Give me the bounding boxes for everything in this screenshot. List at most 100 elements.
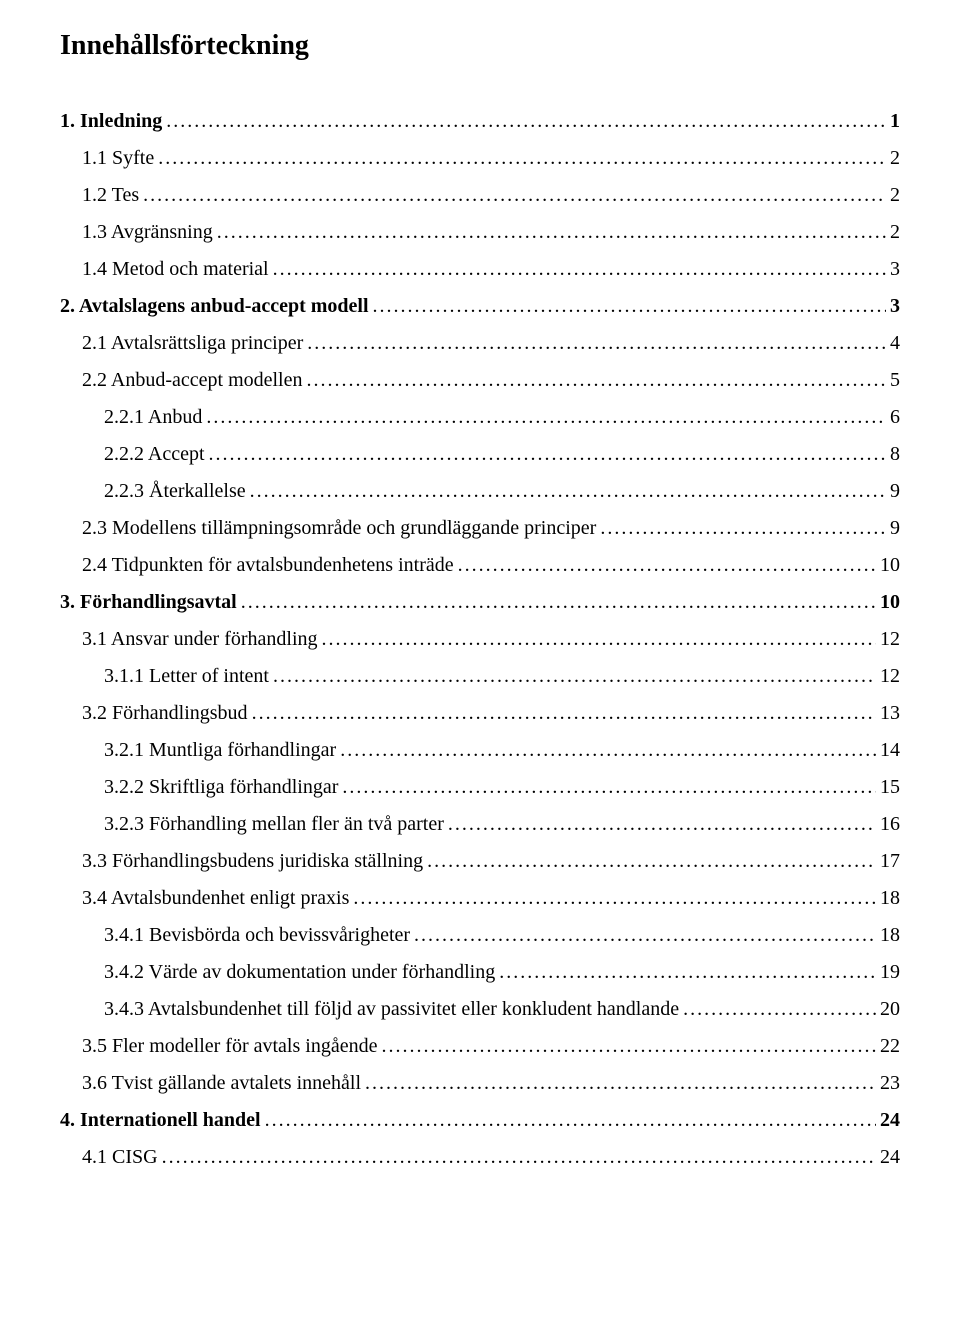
toc-entry-page: 9 [890,480,900,503]
toc-entry: 3.2.1 Muntliga förhandlingar14 [104,739,900,762]
toc-entry-page: 6 [890,406,900,429]
toc-entry-page: 10 [880,554,900,577]
toc-entry-label: 3.4.1 Bevisbörda och bevissvårigheter [104,924,410,947]
toc-entry: 2.4 Tidpunkten för avtalsbundenhetens in… [82,554,900,577]
toc-entry: 2.2.2 Accept 8 [104,443,900,466]
toc-leader-dots [273,665,876,688]
toc-entry: 2.1 Avtalsrättsliga principer4 [82,332,900,355]
toc-entry: 4.1 CISG24 [82,1146,900,1169]
toc-entry-label: 2.2.3 Återkallelse [104,480,246,503]
toc-entry: 3.6 Tvist gällande avtalets innehåll23 [82,1072,900,1095]
toc-entry-page: 22 [880,1035,900,1058]
toc-leader-dots [427,850,876,873]
toc-entry-page: 15 [880,776,900,799]
toc-entry-label: 2.3 Modellens tillämpningsområde och gru… [82,517,596,540]
toc-leader-dots [322,628,876,651]
toc-entry-label: 3.2.1 Muntliga förhandlingar [104,739,336,762]
toc-entry-label: 2.1 Avtalsrättsliga principer [82,332,303,355]
toc-entry-page: 18 [880,924,900,947]
toc-entry-page: 13 [880,702,900,725]
toc-entry-label: 3.4.3 Avtalsbundenhet till följd av pass… [104,998,679,1021]
toc-entry-label: 1.2 Tes [82,184,139,207]
toc-entry: 3.4 Avtalsbundenhet enligt praxis18 [82,887,900,910]
toc-entry: 3.2.2 Skriftliga förhandlingar 15 [104,776,900,799]
toc-entry-label: 3.1 Ansvar under förhandling [82,628,318,651]
toc-entry-label: 2. Avtalslagens anbud-accept modell [60,295,369,318]
toc-leader-dots [381,1035,876,1058]
toc-entry: 1.2 Tes 2 [82,184,900,207]
toc-leader-dots [143,184,886,207]
toc-entry: 3.4.3 Avtalsbundenhet till följd av pass… [104,998,900,1021]
toc-entry-page: 18 [880,887,900,910]
toc-entry-page: 2 [890,221,900,244]
toc-entry: 3.4.1 Bevisbörda och bevissvårigheter 18 [104,924,900,947]
toc-entry-page: 8 [890,443,900,466]
toc-leader-dots [162,1146,876,1169]
toc-entry-label: 1.1 Syfte [82,147,154,170]
toc-entry: 1. Inledning1 [60,110,900,133]
toc-entry-page: 2 [890,147,900,170]
toc-leader-dots [250,480,886,503]
toc-entry: 2. Avtalslagens anbud-accept modell 3 [60,295,900,318]
toc-entry-label: 2.2.2 Accept [104,443,205,466]
toc-leader-dots [265,1109,876,1132]
toc-entry-label: 3. Förhandlingsavtal [60,591,237,614]
toc-leader-dots [414,924,876,947]
toc-entry: 1.1 Syfte 2 [82,147,900,170]
table-of-contents: 1. Inledning11.1 Syfte21.2 Tes21.3 Avgrä… [60,110,900,1169]
toc-entry: 4. Internationell handel24 [60,1109,900,1132]
toc-entry: 3.2.3 Förhandling mellan fler än två par… [104,813,900,836]
toc-entry: 1.3 Avgränsning 2 [82,221,900,244]
toc-entry-page: 10 [880,591,900,614]
toc-entry: 3.1.1 Letter of intent12 [104,665,900,688]
page-title: Innehållsförteckning [60,30,900,62]
toc-entry-label: 2.2 Anbud-accept modellen [82,369,303,392]
toc-leader-dots [342,776,876,799]
toc-entry-label: 1.3 Avgränsning [82,221,213,244]
toc-leader-dots [166,110,886,133]
toc-entry-page: 17 [880,850,900,873]
toc-entry-label: 3.2 Förhandlingsbud [82,702,248,725]
toc-entry-label: 3.1.1 Letter of intent [104,665,269,688]
toc-leader-dots [600,517,886,540]
toc-entry-label: 1. Inledning [60,110,162,133]
toc-leader-dots [499,961,876,984]
toc-entry-label: 3.5 Fler modeller för avtals ingående [82,1035,377,1058]
toc-entry-page: 2 [890,184,900,207]
toc-leader-dots [458,554,876,577]
toc-entry-page: 3 [890,295,900,318]
toc-entry-label: 2.2.1 Anbud [104,406,202,429]
toc-leader-dots [365,1072,876,1095]
toc-leader-dots [340,739,876,762]
toc-entry-label: 2.4 Tidpunkten för avtalsbundenhetens in… [82,554,454,577]
toc-entry-page: 16 [880,813,900,836]
toc-entry: 2.2.1 Anbud 6 [104,406,900,429]
toc-entry-label: 4. Internationell handel [60,1109,261,1132]
toc-entry-page: 12 [880,628,900,651]
toc-entry-page: 5 [890,369,900,392]
toc-leader-dots [158,147,886,170]
toc-entry-label: 3.3 Förhandlingsbudens juridiska ställni… [82,850,423,873]
toc-leader-dots [273,258,886,281]
toc-entry: 2.2.3 Återkallelse 9 [104,480,900,503]
toc-entry-label: 1.4 Metod och material [82,258,269,281]
toc-entry: 3.3 Förhandlingsbudens juridiska ställni… [82,850,900,873]
toc-entry: 2.2 Anbud-accept modellen 5 [82,369,900,392]
toc-entry-page: 24 [880,1146,900,1169]
toc-entry-page: 3 [890,258,900,281]
toc-entry-label: 3.6 Tvist gällande avtalets innehåll [82,1072,361,1095]
toc-entry-label: 3.2.2 Skriftliga förhandlingar [104,776,338,799]
toc-entry: 1.4 Metod och material 3 [82,258,900,281]
toc-leader-dots [307,332,886,355]
toc-leader-dots [373,295,886,318]
toc-leader-dots [209,443,886,466]
toc-entry-label: 3.2.3 Förhandling mellan fler än två par… [104,813,444,836]
toc-entry: 2.3 Modellens tillämpningsområde och gru… [82,517,900,540]
toc-entry: 3.5 Fler modeller för avtals ingående 22 [82,1035,900,1058]
toc-entry-label: 3.4.2 Värde av dokumentation under förha… [104,961,495,984]
toc-leader-dots [206,406,886,429]
toc-entry-page: 9 [890,517,900,540]
toc-leader-dots [448,813,876,836]
toc-leader-dots [683,998,876,1021]
toc-leader-dots [307,369,887,392]
